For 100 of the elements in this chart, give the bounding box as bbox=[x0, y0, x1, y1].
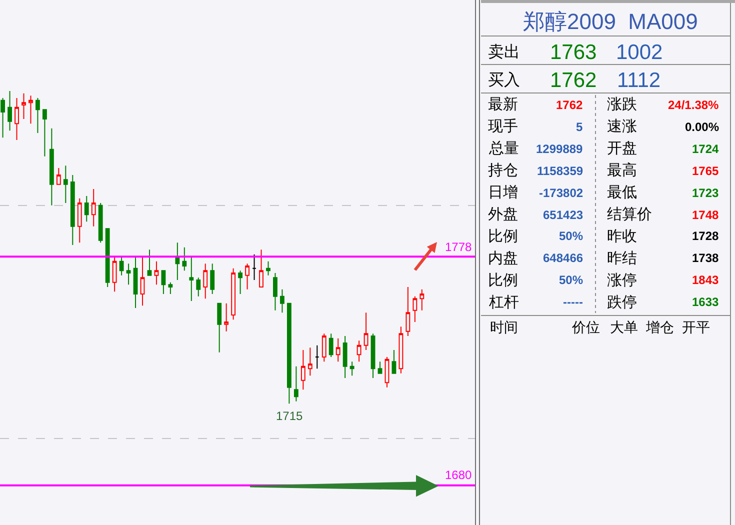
candlestick bbox=[336, 338, 340, 362]
text: 内盘 bbox=[488, 250, 518, 267]
text: 1158359 bbox=[537, 164, 584, 178]
text: 卖出 bbox=[488, 43, 520, 61]
text: 昨收 bbox=[607, 228, 637, 245]
text: 1723 bbox=[692, 186, 720, 200]
text: 涨跌 bbox=[607, 96, 637, 113]
text: 1762 bbox=[550, 69, 597, 92]
text: 大单 bbox=[610, 319, 638, 335]
candlestick bbox=[252, 254, 256, 280]
candlestick bbox=[14, 98, 19, 140]
candlestick bbox=[217, 302, 222, 353]
text: 1762 bbox=[556, 98, 584, 112]
candlestick bbox=[224, 302, 229, 332]
candlestick bbox=[356, 340, 362, 362]
candlestick bbox=[328, 333, 334, 358]
candlestick bbox=[28, 95, 33, 124]
text: 1843 bbox=[692, 273, 720, 287]
text: 1633 bbox=[692, 295, 720, 309]
text: 1728 bbox=[692, 229, 720, 243]
text: 1724 bbox=[692, 142, 720, 156]
candlestick bbox=[210, 263, 215, 294]
text: 比例 bbox=[488, 228, 518, 245]
text: -173802 bbox=[539, 186, 584, 200]
candlestick bbox=[133, 256, 138, 308]
text: 1112 bbox=[617, 69, 661, 92]
text: ----- bbox=[563, 295, 583, 309]
text: 现手 bbox=[488, 118, 518, 135]
candlestick bbox=[161, 270, 166, 294]
candlestick bbox=[308, 347, 312, 376]
text: 买入 bbox=[488, 71, 520, 89]
text: 50% bbox=[559, 273, 584, 287]
text: 郑醇2009 MA009 bbox=[523, 9, 698, 34]
text: 651423 bbox=[543, 208, 584, 222]
text: 外盘 bbox=[488, 206, 518, 223]
text: 1765 bbox=[692, 164, 720, 178]
text: 1002 bbox=[616, 41, 663, 64]
text: 增仓 bbox=[645, 319, 674, 335]
candlestick bbox=[196, 277, 201, 297]
candlestick bbox=[56, 168, 61, 185]
candlestick bbox=[342, 336, 348, 378]
candlestick bbox=[36, 98, 40, 134]
candlestick bbox=[322, 333, 326, 362]
text: 最新 bbox=[488, 96, 518, 113]
ref-line-label: 1680 bbox=[445, 468, 472, 482]
candlestick bbox=[70, 174, 75, 246]
candlestick bbox=[98, 202, 103, 244]
candlestick bbox=[105, 228, 110, 288]
annotation: 1715 bbox=[276, 409, 304, 423]
candlestick bbox=[22, 92, 26, 120]
candlestick bbox=[412, 296, 418, 322]
text: 比例 bbox=[488, 272, 518, 289]
candlestick bbox=[398, 326, 404, 374]
candlestick bbox=[286, 302, 292, 404]
text: 持仓 bbox=[488, 162, 518, 179]
text: 速涨 bbox=[607, 118, 637, 135]
candlestick bbox=[203, 263, 208, 300]
candlestick bbox=[140, 256, 145, 306]
candlestick bbox=[370, 333, 376, 378]
text: 最高 bbox=[607, 162, 637, 179]
candlestick bbox=[300, 350, 306, 390]
candlestick bbox=[63, 165, 68, 204]
candlestick bbox=[384, 356, 390, 388]
text: 跌停 bbox=[607, 294, 637, 311]
text: 开平 bbox=[682, 319, 710, 335]
text: 日增 bbox=[488, 184, 518, 201]
text: 昨结 bbox=[607, 250, 637, 267]
text: 50% bbox=[559, 229, 584, 243]
text: 结算价 bbox=[607, 206, 652, 223]
text: 1738 bbox=[692, 251, 720, 265]
candlestick bbox=[245, 263, 250, 290]
text: 开盘 bbox=[607, 140, 637, 157]
candlestick bbox=[84, 196, 89, 222]
candlestick bbox=[231, 268, 236, 320]
candlestick bbox=[182, 246, 187, 272]
candlestick bbox=[266, 260, 270, 276]
candlestick bbox=[49, 128, 54, 206]
text: 1748 bbox=[692, 208, 720, 222]
candlestick bbox=[91, 188, 96, 227]
candlestick bbox=[406, 286, 410, 336]
candlestick bbox=[175, 242, 180, 280]
text: 涨停 bbox=[607, 272, 637, 289]
candlestick bbox=[0, 98, 6, 138]
candlestick bbox=[77, 198, 82, 244]
candlestick bbox=[126, 263, 131, 286]
candlestick bbox=[392, 350, 396, 374]
ref-line-label: 1778 bbox=[445, 240, 472, 254]
candlestick bbox=[420, 288, 424, 311]
candlestick bbox=[280, 288, 284, 314]
candlestick bbox=[112, 256, 117, 292]
candlestick bbox=[350, 361, 354, 376]
candlestick bbox=[364, 312, 368, 350]
candlestick bbox=[238, 270, 243, 294]
candlestick bbox=[154, 260, 159, 286]
candlestick bbox=[273, 272, 278, 311]
text: 杠杆 bbox=[488, 294, 519, 311]
text: 总量 bbox=[488, 140, 519, 157]
candlestick bbox=[119, 256, 124, 276]
text: 0.00% bbox=[685, 120, 720, 134]
candlestick bbox=[8, 90, 12, 132]
